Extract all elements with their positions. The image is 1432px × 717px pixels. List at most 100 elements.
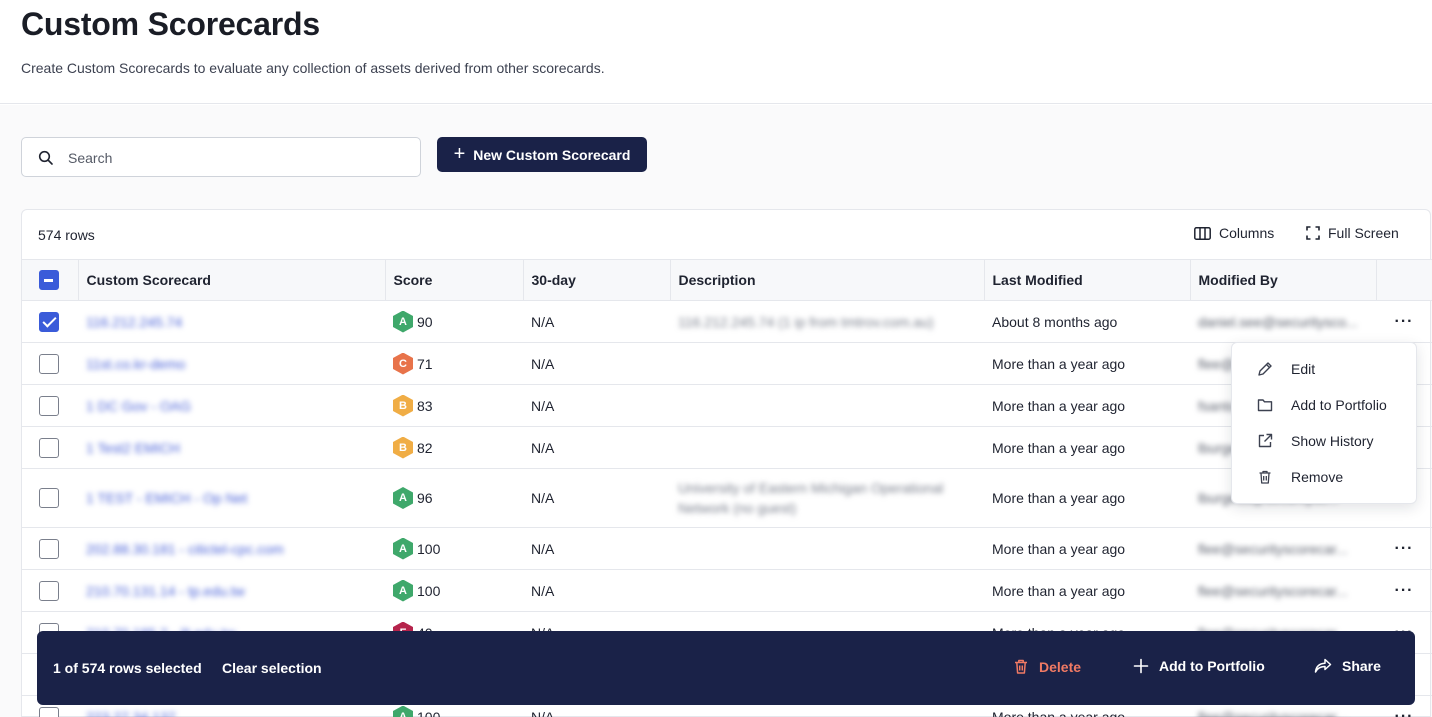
full-screen-icon — [1306, 226, 1320, 240]
score-value: A 100 — [393, 705, 515, 717]
scorecard-name-cell: 11st.co.kr-demo — [78, 342, 385, 385]
row-checkbox[interactable] — [39, 706, 59, 717]
table-row[interactable]: 11st.co.kr-demo C 71 N/A More than a year ag… — [22, 342, 1432, 385]
scorecard-name-cell: 1 DC Gov - OAG — [78, 384, 385, 427]
menu-item-remove[interactable]: Remove — [1232, 459, 1416, 495]
table-header-row: Custom Scorecard Score 30-day Descriptio… — [22, 259, 1432, 301]
header-description[interactable]: Description — [670, 259, 985, 301]
score-cell: C 71 — [385, 342, 523, 385]
full-screen-label: Full Screen — [1328, 225, 1399, 241]
menu-item-remove-label: Remove — [1291, 469, 1344, 485]
last-modified-cell: More than a year ago — [984, 342, 1190, 385]
columns-button[interactable]: Columns — [1194, 225, 1274, 241]
header-custom-scorecard[interactable]: Custom Scorecard — [78, 259, 386, 301]
new-custom-scorecard-button[interactable]: + New Custom Scorecard — [437, 137, 647, 172]
menu-item-show-history[interactable]: Show History — [1232, 423, 1416, 459]
trash-icon — [1015, 659, 1027, 674]
score-cell: A 100 — [385, 569, 523, 612]
modified-by-cell: flee@securityscorecar... — [1190, 569, 1376, 612]
row-select-cell — [22, 426, 78, 469]
grade-badge: A — [393, 537, 413, 560]
score-cell: B 83 — [385, 384, 523, 427]
thirty-day-cell: N/A — [523, 384, 670, 427]
delete-button[interactable]: Delete — [1013, 658, 1081, 675]
score-number: 82 — [417, 439, 433, 456]
modified-by-cell: daniel.see@securitysco... — [1190, 300, 1376, 343]
add-to-portfolio-label: Add to Portfolio — [1159, 658, 1265, 674]
more-options-icon[interactable]: ··· — [1394, 707, 1414, 717]
menu-item-show-history-label: Show History — [1291, 433, 1374, 449]
description-text: 116.212.245.74 (1 ip from tmtrov.com.au) — [678, 313, 934, 330]
search-input[interactable] — [68, 147, 398, 169]
thirty-day-cell: N/A — [523, 468, 670, 528]
delete-label: Delete — [1039, 658, 1082, 675]
scorecard-name-cell: 116.212.245.74 — [78, 300, 385, 343]
scorecard-name-link[interactable]: 1 DC Gov - OAG — [86, 397, 192, 414]
score-value: A 100 — [393, 579, 515, 602]
scorecard-name-cell: 202.88.30.181 - citictel-cpc.com — [78, 527, 385, 570]
clear-selection-button[interactable]: Clear selection — [222, 660, 322, 676]
scorecard-name-link[interactable]: 11st.co.kr-demo — [86, 355, 186, 372]
row-checkbox[interactable] — [39, 353, 59, 374]
score-cell: A 96 — [385, 468, 523, 528]
header-score[interactable]: Score — [385, 259, 524, 301]
menu-item-add-to-portfolio-label: Add to Portfolio — [1291, 397, 1387, 413]
table-row[interactable]: 116.212.245.74 A 90 N/A 116.212.245.74 (1 ip… — [22, 300, 1432, 343]
row-checkbox[interactable] — [39, 580, 59, 601]
modified-by-text: flee@securityscorecar... — [1198, 708, 1348, 717]
score-value: A 90 — [393, 310, 515, 333]
row-actions-cell: ··· — [1376, 300, 1432, 343]
table-row[interactable]: 1 TEST - EMICH - Op Net A 96 N/A University … — [22, 468, 1432, 528]
more-options-icon[interactable]: ··· — [1394, 581, 1414, 599]
score-number: 100 — [417, 540, 441, 557]
row-checkbox[interactable] — [39, 538, 59, 559]
grade-badge: C — [393, 352, 413, 375]
scorecard-name-cell: 210.70.131.14 - tp.edu.tw — [78, 569, 385, 612]
score-number: 71 — [417, 355, 433, 372]
row-checkbox[interactable] — [39, 488, 59, 508]
row-checkbox[interactable] — [39, 395, 59, 416]
score-cell: A 90 — [385, 300, 523, 343]
scorecard-name-link[interactable]: 202.88.30.181 - citictel-cpc.com — [86, 540, 284, 557]
scorecard-name-cell: 1 Test2 EMICH — [78, 426, 385, 469]
row-actions-cell: ··· — [1376, 569, 1432, 612]
scorecard-name-link[interactable]: 1 TEST - EMICH - Op Net — [86, 490, 248, 506]
score-value: C 71 — [393, 352, 515, 375]
row-context-menu: Edit Add to Portfolio Show History Remov… — [1231, 342, 1417, 504]
plus-icon: + — [453, 142, 466, 165]
more-options-icon[interactable]: ··· — [1394, 312, 1414, 330]
menu-item-add-to-portfolio[interactable]: Add to Portfolio — [1232, 387, 1416, 423]
score-cell: A 100 — [385, 527, 523, 570]
header-last-modified[interactable]: Last Modified — [984, 259, 1191, 301]
share-button[interactable]: Share — [1314, 658, 1381, 674]
table-row[interactable]: 202.88.30.181 - citictel-cpc.com A 100 N/A M… — [22, 527, 1432, 570]
search-box[interactable] — [21, 137, 421, 177]
modified-by-text: flee@securityscorecar... — [1198, 540, 1348, 557]
row-checkbox[interactable] — [39, 311, 59, 332]
row-select-cell — [22, 468, 78, 528]
description-cell — [670, 569, 984, 612]
table-row[interactable]: 1 DC Gov - OAG B 83 N/A More than a year ago… — [22, 384, 1432, 427]
score-number: 100 — [417, 708, 441, 717]
select-all-checkbox[interactable] — [39, 270, 59, 290]
add-to-portfolio-button[interactable]: Add to Portfolio — [1133, 658, 1265, 674]
row-select-cell — [22, 527, 78, 570]
toolbar: + New Custom Scorecard — [21, 137, 1432, 177]
scorecard-name-link[interactable]: 116.212.245.74 — [86, 313, 183, 330]
menu-item-edit[interactable]: Edit — [1232, 351, 1416, 387]
scorecard-name-link[interactable]: 1 Test2 EMICH — [86, 439, 180, 456]
scorecard-name-link[interactable]: 210.70.131.14 - tp.edu.tw — [86, 582, 245, 599]
more-options-icon[interactable]: ··· — [1394, 539, 1414, 557]
score-value: B 82 — [393, 436, 515, 459]
last-modified-cell: More than a year ago — [984, 384, 1190, 427]
share-icon — [1314, 658, 1332, 673]
row-checkbox[interactable] — [39, 437, 59, 458]
full-screen-button[interactable]: Full Screen — [1306, 225, 1399, 241]
thirty-day-cell: N/A — [523, 569, 670, 612]
table-row[interactable]: 210.70.131.14 - tp.edu.tw A 100 N/A More tha… — [22, 569, 1432, 612]
header-30-day[interactable]: 30-day — [523, 259, 671, 301]
last-modified-cell: More than a year ago — [984, 426, 1190, 469]
header-modified-by[interactable]: Modified By — [1190, 259, 1377, 301]
scorecard-name-link[interactable]: 223.27.34.137 — [86, 708, 176, 717]
